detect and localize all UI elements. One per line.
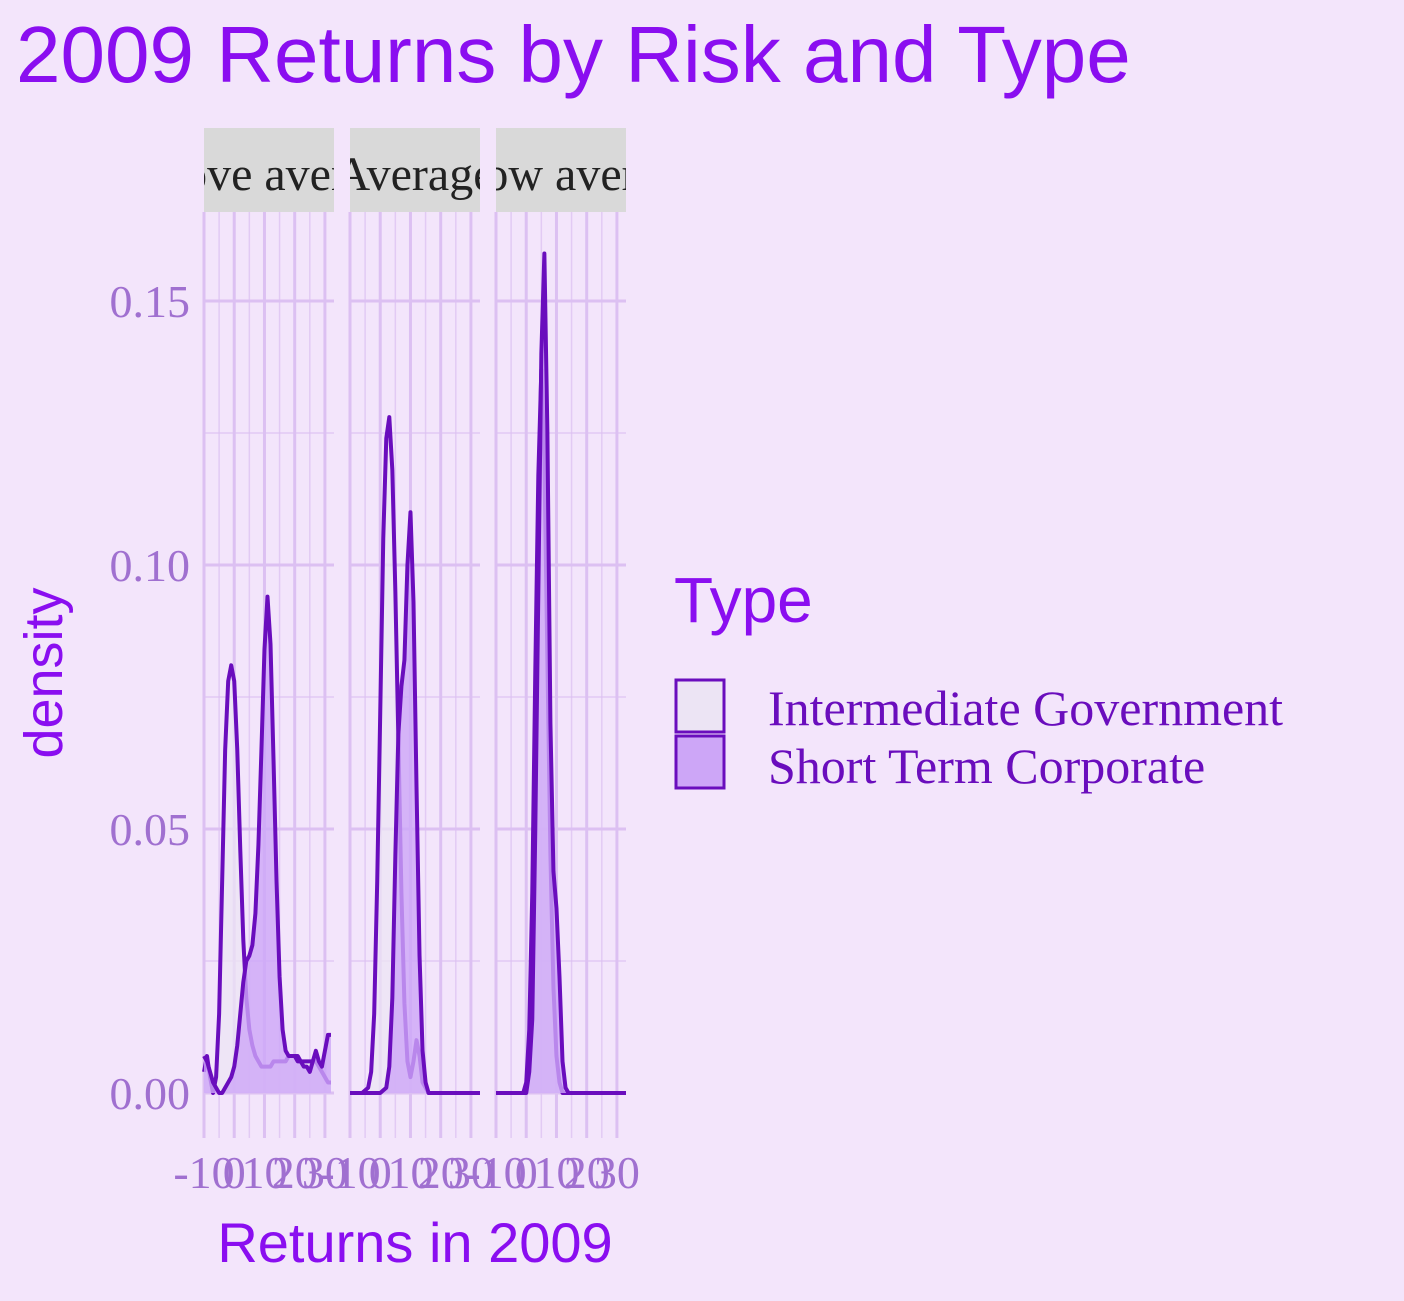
chart-title: 2009 Returns by Risk and Type [16, 10, 1131, 99]
legend-label-intermediate-government: Intermediate Government [768, 680, 1283, 736]
y-tick-label: 0.05 [110, 804, 191, 855]
x-tick-label: -10 [319, 1147, 380, 1198]
x-tick-label: 20 [272, 1147, 318, 1198]
facet-strip-label: Average [336, 148, 495, 201]
x-tick-label: 20 [418, 1147, 464, 1198]
facet-strip [350, 128, 480, 212]
x-axis-label: Returns in 2009 [217, 1211, 612, 1274]
x-tick-label: 20 [564, 1147, 610, 1198]
legend: Type Intermediate Government Short Term … [674, 564, 1283, 794]
legend-key-short-term-corporate [674, 734, 726, 790]
x-tick-label: -10 [465, 1147, 526, 1198]
legend-label-short-term-corporate: Short Term Corporate [768, 738, 1205, 794]
y-axis-ticks: 0.00 0.05 0.10 0.15 [110, 276, 191, 1119]
x-tick-label: 10 [533, 1147, 579, 1198]
density-line-short-term-corporate [350, 510, 480, 1095]
y-tick-label: 0.10 [110, 540, 191, 591]
facet-strip-label: Above average [124, 148, 413, 201]
x-tick-label: 30 [448, 1147, 494, 1198]
facet-panels: Above average-100102030Average-100102030… [124, 128, 705, 1198]
legend-title: Type [674, 564, 813, 636]
facet-strip [496, 128, 626, 212]
y-tick-label: 0.15 [110, 276, 191, 327]
density-line-short-term-corporate [496, 251, 626, 1095]
x-tick-label: 10 [387, 1147, 433, 1198]
density-area-short-term-corporate [204, 596, 331, 1093]
x-tick-label: 30 [594, 1147, 640, 1198]
x-tick-label: 0 [369, 1147, 392, 1198]
x-tick-label: -10 [173, 1147, 234, 1198]
legend-key-intermediate-government [674, 678, 726, 734]
x-tick-label: 0 [515, 1147, 538, 1198]
y-axis-label: density [14, 587, 74, 758]
facet-strip-label: Below average [418, 148, 705, 201]
x-tick-label: 0 [223, 1147, 246, 1198]
x-tick-label: 10 [241, 1147, 287, 1198]
x-tick-label: 30 [302, 1147, 348, 1198]
density-line-short-term-corporate [202, 594, 331, 1095]
y-tick-label: 0.00 [110, 1068, 191, 1119]
density-area-intermediate-government [204, 665, 331, 1093]
facet-strip [204, 128, 334, 212]
